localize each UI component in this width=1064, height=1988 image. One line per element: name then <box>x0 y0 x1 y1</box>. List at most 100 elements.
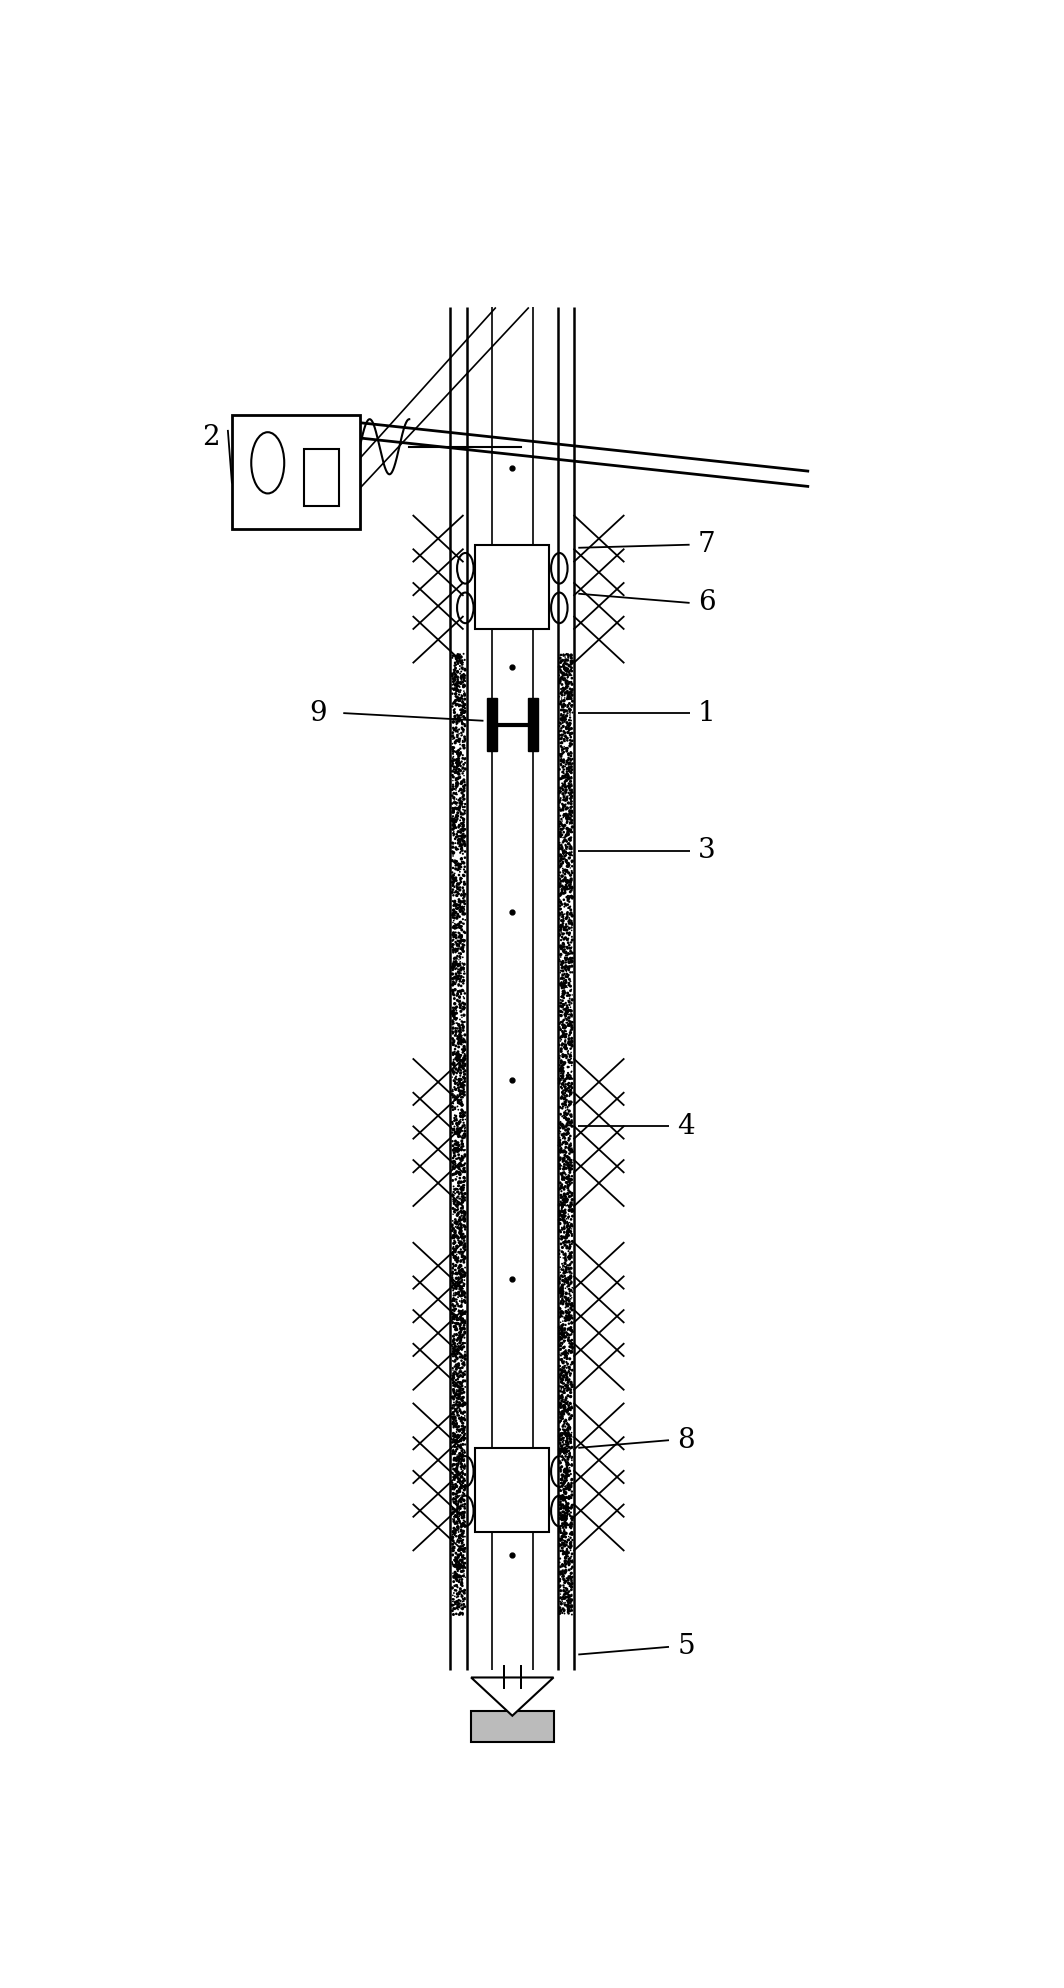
Point <box>456 889 473 920</box>
Point <box>451 1505 468 1537</box>
Point <box>558 1167 575 1199</box>
Point <box>449 1443 466 1475</box>
Point <box>456 1372 473 1404</box>
Point <box>559 813 576 845</box>
Point <box>449 1561 466 1592</box>
Point <box>556 821 573 853</box>
Point <box>559 1358 576 1390</box>
Point <box>453 1083 470 1115</box>
Point <box>551 829 568 861</box>
Point <box>551 914 568 946</box>
Point <box>456 688 473 720</box>
Point <box>560 749 577 781</box>
Point <box>561 1330 578 1362</box>
Point <box>563 1014 580 1046</box>
Point <box>456 1038 473 1070</box>
Point <box>447 1074 464 1105</box>
Point <box>445 1374 462 1406</box>
Point <box>448 1457 465 1489</box>
Point <box>445 668 462 700</box>
Point <box>560 1364 577 1396</box>
Point <box>445 1404 462 1435</box>
Point <box>455 807 472 839</box>
Point <box>445 795 462 827</box>
Point <box>561 1095 578 1127</box>
Point <box>451 1576 468 1608</box>
Point <box>444 732 461 763</box>
Point <box>554 827 571 859</box>
Point <box>452 1549 469 1580</box>
Point <box>455 1046 472 1077</box>
Point <box>446 903 463 934</box>
Point <box>559 1042 576 1074</box>
Point <box>454 1237 471 1268</box>
Point <box>453 1175 470 1207</box>
Point <box>454 1429 471 1461</box>
Point <box>563 1423 580 1455</box>
Point <box>561 1161 578 1193</box>
Point <box>561 1079 578 1111</box>
Point <box>556 1578 573 1610</box>
Point <box>446 1072 463 1103</box>
Point <box>453 1068 470 1099</box>
Point <box>453 1070 470 1101</box>
Point <box>452 889 469 920</box>
Point <box>449 1588 466 1620</box>
Point <box>455 1388 472 1419</box>
Point <box>454 1016 471 1048</box>
Point <box>558 1145 575 1177</box>
Point <box>446 736 463 767</box>
Point <box>556 942 573 974</box>
Point <box>563 1563 580 1594</box>
Point <box>447 1312 464 1344</box>
Point <box>456 1197 473 1229</box>
Point <box>556 1582 573 1614</box>
Point <box>456 1006 473 1038</box>
Point <box>454 1386 471 1417</box>
Point <box>451 1270 468 1302</box>
Point <box>556 1125 573 1157</box>
Point <box>554 1163 571 1195</box>
Point <box>552 1296 569 1328</box>
Point <box>450 825 467 857</box>
Point <box>448 1308 465 1340</box>
Point <box>453 1340 470 1372</box>
Point <box>448 1569 465 1600</box>
Point <box>554 988 571 1020</box>
Point <box>446 1340 463 1372</box>
Point <box>455 1423 472 1455</box>
Point <box>551 1115 568 1147</box>
Point <box>445 1469 462 1501</box>
Point <box>551 1215 568 1246</box>
Point <box>562 1127 579 1159</box>
Point <box>453 1402 470 1433</box>
Point <box>444 718 461 749</box>
Point <box>445 1219 462 1250</box>
Point <box>448 682 465 714</box>
Point <box>555 1121 572 1153</box>
Point <box>563 1336 580 1368</box>
Point <box>564 901 581 932</box>
Point <box>445 1404 462 1435</box>
Point <box>561 1594 578 1626</box>
Point <box>445 1561 462 1592</box>
Point <box>561 1282 578 1314</box>
Point <box>452 911 469 942</box>
Point <box>453 1050 470 1081</box>
Point <box>564 777 581 809</box>
Point <box>445 863 462 895</box>
Point <box>450 1159 467 1191</box>
Point <box>450 1429 467 1461</box>
Point <box>560 1294 577 1326</box>
Point <box>555 688 572 720</box>
Point <box>450 759 467 791</box>
Point <box>455 1079 472 1111</box>
Point <box>560 1455 577 1487</box>
Point <box>456 841 473 873</box>
Point <box>552 1366 569 1398</box>
Point <box>455 875 472 907</box>
Point <box>451 1068 468 1099</box>
Point <box>449 1149 466 1181</box>
Point <box>560 640 577 672</box>
Point <box>552 916 569 948</box>
